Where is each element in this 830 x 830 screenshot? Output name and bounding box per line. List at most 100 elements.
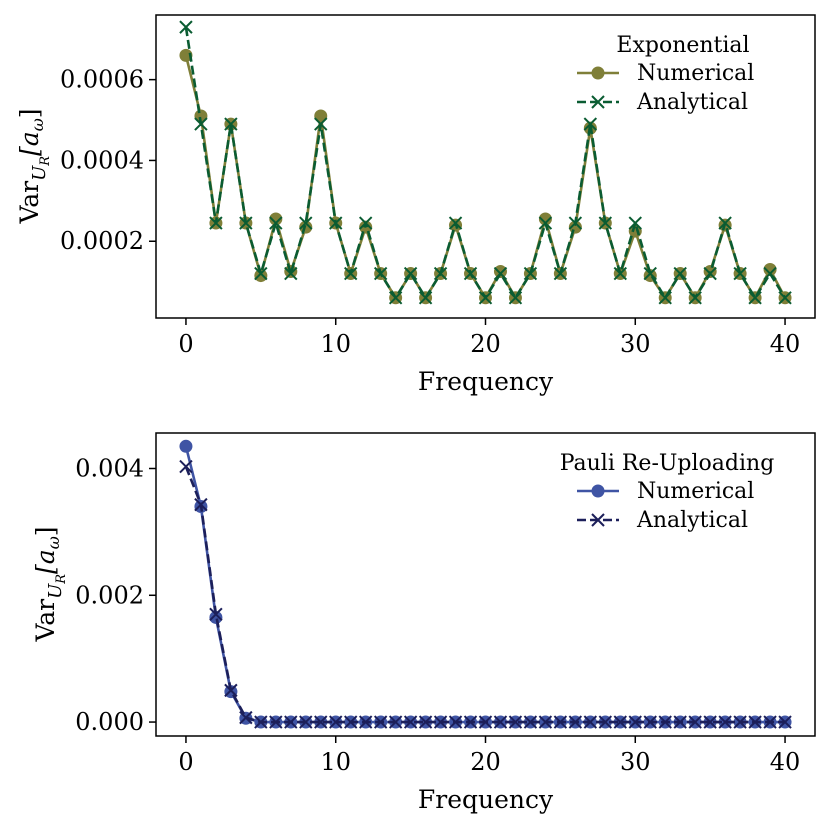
x-marker-stroke [688, 715, 702, 729]
x-axis-label: Frequency [418, 785, 554, 814]
legend-entry-analytical: Analytical [636, 90, 748, 115]
data-point-analytical [583, 715, 598, 729]
data-point-analytical [179, 459, 193, 474]
x-marker-stroke [493, 715, 508, 729]
data-point-analytical [643, 266, 657, 281]
x-tick-label: 30 [620, 748, 651, 776]
x-axis-label: Frequency [418, 367, 554, 396]
data-point-analytical [433, 715, 448, 729]
pauli-reuploading-panel: 0 10 20 30 40 0.000 0.002 0.004 Frequency VarUR[a… [31, 432, 816, 814]
data-point-analytical [478, 291, 493, 305]
x-tick-label: 0 [178, 748, 193, 776]
legend: Pauli Re-Uploading Numerical Analytical [560, 451, 775, 533]
data-point-analytical [508, 715, 523, 729]
data-point-analytical [553, 266, 568, 281]
data-point-analytical [598, 715, 613, 729]
data-point-numerical [179, 48, 193, 62]
legend-swatch-marker [591, 66, 605, 80]
data-point-analytical [209, 216, 223, 230]
y-axis-label-part: ω [44, 536, 63, 549]
data-point-analytical [703, 266, 717, 281]
x-marker-stroke [314, 715, 328, 729]
series-line-analytical [184, 466, 786, 724]
x-marker-stroke [269, 216, 283, 230]
x-marker-stroke [508, 291, 523, 305]
x-marker-stroke [673, 266, 687, 281]
data-point-analytical [358, 715, 373, 729]
y-tick-label: 0.0002 [60, 227, 144, 255]
x-marker-stroke [568, 715, 583, 729]
data-point-analytical [748, 715, 762, 729]
data-point-analytical [628, 216, 642, 230]
data-point-analytical [448, 715, 463, 729]
x-marker-stroke [673, 715, 687, 729]
data-point-analytical [373, 266, 388, 281]
x-marker-stroke [448, 715, 463, 729]
data-point-analytical [763, 715, 777, 729]
x-tick-label: 10 [320, 748, 351, 776]
y-axis-label-part: [a [15, 131, 44, 156]
x-marker-stroke [209, 607, 223, 622]
x-marker-stroke [269, 715, 283, 729]
data-point-analytical [403, 715, 418, 729]
x-marker-stroke [179, 20, 193, 34]
x-marker-stroke [194, 497, 208, 512]
legend-swatch-marker [591, 513, 605, 527]
y-axis-label-part: [a [31, 549, 60, 574]
x-marker-stroke [314, 117, 328, 131]
x-marker-stroke [493, 266, 508, 281]
x-marker-stroke [703, 715, 717, 729]
x-marker-stroke [598, 216, 613, 230]
legend-entry-numerical: Numerical [637, 479, 754, 504]
y-tick-label: 0.000 [75, 708, 144, 736]
x-marker-stroke [583, 715, 598, 729]
y-axis-label-part: ] [31, 526, 60, 536]
data-point-analytical [418, 291, 433, 305]
x-marker-stroke [284, 715, 298, 729]
x-marker-stroke [224, 683, 238, 698]
data-point-analytical [763, 266, 777, 281]
data-point-numerical [538, 212, 552, 226]
x-marker-stroke [358, 715, 373, 729]
x-marker-stroke [553, 266, 568, 281]
x-marker-stroke [239, 216, 253, 230]
data-point-analytical [538, 216, 553, 230]
data-point-analytical [433, 266, 448, 281]
x-marker-stroke [613, 266, 628, 281]
x-marker-stroke [299, 216, 313, 230]
x-marker-stroke [329, 216, 343, 230]
x-marker-stroke [373, 266, 388, 281]
data-point-analytical [239, 710, 253, 725]
data-point-analytical [299, 715, 313, 729]
x-marker-stroke [523, 715, 538, 729]
y-axis-label-part: U [45, 583, 66, 599]
data-point-analytical [299, 216, 313, 230]
data-point-analytical [254, 266, 268, 281]
x-marker-stroke [388, 291, 403, 305]
data-point-analytical [658, 715, 672, 729]
y-axis-label: VarUR[aω] [31, 526, 69, 642]
x-marker-stroke [643, 266, 657, 281]
data-point-analytical [643, 715, 657, 729]
x-marker-stroke [478, 291, 493, 305]
x-marker-stroke [418, 291, 433, 305]
x-marker-stroke [508, 715, 523, 729]
x-tick-label: 0 [178, 330, 193, 358]
data-point-numerical [209, 610, 223, 624]
x-marker-stroke [463, 715, 478, 729]
data-point-analytical [748, 291, 762, 305]
data-point-analytical [343, 715, 358, 729]
plot-frame [155, 14, 816, 319]
x-marker-stroke [478, 715, 493, 729]
y-axis-label-part: U [29, 165, 50, 181]
y-axis-label-part: Var [15, 181, 44, 225]
y-axis-label-part: R [54, 574, 69, 585]
data-point-analytical [778, 715, 792, 729]
y-tick-label: 0.0004 [60, 146, 144, 174]
data-point-analytical [673, 715, 687, 729]
y-axis-label-part: R [38, 156, 53, 167]
y-tick-label: 0.002 [75, 581, 144, 609]
x-marker-stroke [568, 216, 583, 230]
data-point-analytical [493, 715, 508, 729]
data-point-analytical [523, 266, 538, 281]
